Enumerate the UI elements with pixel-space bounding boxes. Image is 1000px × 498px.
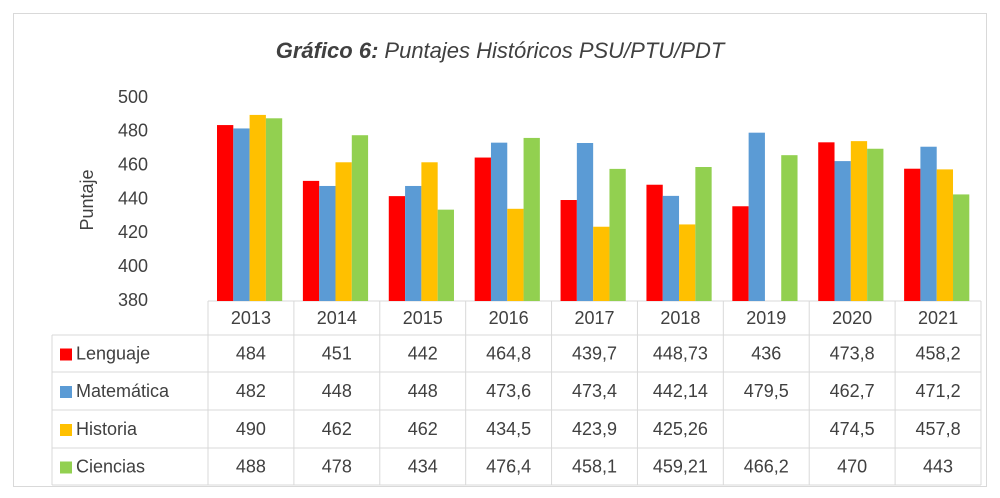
x-tick-label: 2014 [317,308,357,328]
legend-label: Ciencias [76,456,145,476]
bar [335,162,352,301]
legend-key [60,348,72,361]
table-value: 423,9 [572,419,617,439]
x-tick-label: 2013 [231,308,271,328]
table-value: 470 [837,456,867,476]
bar [593,226,610,301]
table-value: 462,7 [830,381,875,401]
table-value: 442 [408,343,438,363]
table-value: 459,21 [653,456,708,476]
table-value: 434 [408,456,438,476]
bar [265,118,283,301]
x-tick-label: 2019 [746,308,786,328]
x-tick-label: 2015 [403,308,443,328]
bar [490,142,508,301]
bar [217,125,234,301]
bar [302,180,320,301]
bar [679,224,696,301]
table-value: 442,14 [653,381,708,401]
table-value: 436 [751,343,781,363]
legend-key [60,386,72,398]
x-tick-label: 2020 [832,308,872,328]
bar [936,169,954,301]
bar [818,142,835,301]
table-value: 490 [236,419,266,439]
table-value: 482 [236,381,266,401]
table-value: 448,73 [653,343,708,363]
y-tick-label: 380 [118,290,148,310]
y-tick-label: 420 [118,222,148,242]
table-value: 448 [408,381,438,401]
y-tick-label: 500 [118,87,148,107]
bar [351,135,369,301]
table-value: 471,2 [916,381,961,401]
bar [609,168,626,301]
bar [748,132,765,301]
legend-label: Matemática [76,381,170,401]
bar [388,196,406,301]
bar [953,194,970,301]
legend-key [60,424,72,436]
legend-label: Historia [76,419,138,439]
table-value: 425,26 [653,419,708,439]
table-value: 462 [408,419,438,439]
table-value: 473,4 [572,381,617,401]
table-value: 439,7 [572,343,617,363]
y-tick-label: 480 [118,121,148,141]
table-value: 443 [923,456,953,476]
table-value: 448 [322,381,352,401]
bar [904,168,921,301]
table-value: 478 [322,456,352,476]
title-lead: Gráfico 6: [276,38,379,63]
table-value: 466,2 [744,456,789,476]
table-value: 476,4 [486,456,531,476]
bar [319,185,336,301]
bar [437,209,454,301]
bar [474,157,491,301]
table-value: 488 [236,456,266,476]
x-tick-label: 2016 [489,308,529,328]
title-text: Puntajes Históricos PSU/PTU/PDT [384,38,725,63]
table-value: 474,5 [830,419,875,439]
x-tick-label: 2018 [660,308,700,328]
legend-label: Lenguaje [76,343,150,363]
bar [920,146,937,301]
table-value: 473,8 [830,343,875,363]
chart-title: Gráfico 6: Puntajes Históricos PSU/PTU/PD… [276,38,726,63]
y-axis-label: Puntaje [77,169,97,230]
table-value: 479,5 [744,381,789,401]
bar [421,162,438,301]
y-tick-label: 400 [118,256,148,276]
table-value: 458,1 [572,456,617,476]
bar [662,195,680,301]
table-value: 434,5 [486,419,531,439]
y-tick-label: 460 [118,154,148,174]
bar [781,155,798,301]
table-value: 451 [322,343,352,363]
bar [867,148,884,301]
bar [576,142,594,301]
legend-key [60,461,72,474]
bar [695,167,712,301]
bar [405,185,422,301]
y-tick-label: 440 [118,188,148,208]
table-value: 458,2 [916,343,961,363]
bar [850,141,868,301]
table-value: 484 [236,343,266,363]
bar [233,128,250,301]
x-tick-label: 2021 [918,308,958,328]
bar [834,161,851,301]
table-value: 473,6 [486,381,531,401]
bar [560,200,577,301]
table-value: 462 [322,419,352,439]
bar [249,114,266,302]
table-value: 464,8 [486,343,531,363]
bar [646,184,663,301]
x-tick-label: 2017 [574,308,614,328]
table-value: 457,8 [916,419,961,439]
bar [507,208,524,301]
bar [732,206,749,301]
bar [523,137,540,301]
